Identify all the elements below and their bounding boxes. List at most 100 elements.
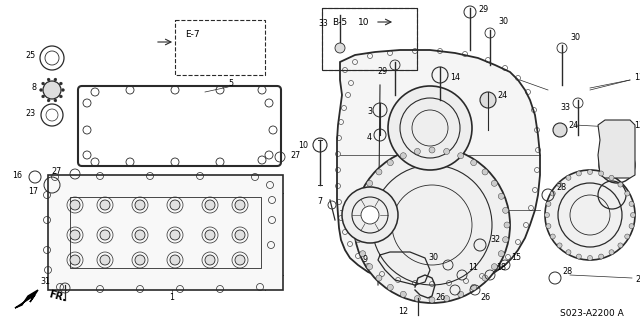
Text: 15: 15 — [511, 254, 521, 263]
Circle shape — [492, 264, 497, 270]
Bar — [48, 175, 283, 290]
Circle shape — [205, 255, 215, 265]
Text: 4: 4 — [367, 133, 372, 143]
Circle shape — [577, 254, 581, 259]
Circle shape — [61, 88, 65, 92]
Text: 30: 30 — [570, 33, 580, 42]
Circle shape — [588, 256, 593, 261]
Circle shape — [400, 153, 406, 159]
Circle shape — [629, 224, 634, 229]
Text: B-5: B-5 — [332, 18, 347, 27]
Bar — [70, 197, 261, 268]
Circle shape — [205, 230, 215, 240]
Text: 5: 5 — [228, 78, 233, 87]
Text: 28: 28 — [562, 268, 572, 277]
Text: 27: 27 — [52, 167, 62, 176]
Text: 17: 17 — [28, 188, 38, 197]
Text: 31: 31 — [40, 278, 50, 286]
Circle shape — [376, 169, 382, 175]
Circle shape — [482, 275, 488, 281]
Bar — [175, 20, 265, 75]
Polygon shape — [337, 50, 540, 285]
Text: 33: 33 — [560, 103, 570, 113]
Circle shape — [480, 92, 496, 108]
Text: E-7: E-7 — [185, 30, 200, 39]
Circle shape — [429, 297, 435, 303]
Text: 1: 1 — [170, 293, 175, 302]
Circle shape — [367, 180, 372, 186]
Circle shape — [588, 169, 593, 174]
Text: 30: 30 — [428, 254, 438, 263]
Circle shape — [400, 291, 406, 297]
Circle shape — [355, 237, 362, 243]
Circle shape — [546, 201, 551, 206]
Circle shape — [70, 255, 80, 265]
Circle shape — [100, 255, 110, 265]
Text: 27: 27 — [290, 151, 300, 160]
Circle shape — [618, 182, 623, 187]
Circle shape — [387, 284, 394, 290]
Circle shape — [444, 296, 450, 301]
Text: 26: 26 — [480, 293, 490, 302]
Circle shape — [550, 191, 556, 196]
Text: 23: 23 — [26, 108, 36, 117]
Circle shape — [135, 200, 145, 210]
Circle shape — [170, 255, 180, 265]
Polygon shape — [598, 120, 635, 178]
Circle shape — [360, 251, 365, 257]
Circle shape — [355, 207, 362, 213]
Circle shape — [499, 193, 504, 199]
Text: 13: 13 — [634, 73, 640, 83]
Circle shape — [205, 200, 215, 210]
Circle shape — [470, 160, 477, 166]
Text: 10: 10 — [358, 18, 369, 27]
Circle shape — [42, 95, 45, 98]
Circle shape — [609, 250, 614, 255]
Text: FR.: FR. — [48, 289, 68, 303]
Text: 2: 2 — [635, 276, 640, 285]
Circle shape — [625, 234, 630, 239]
Circle shape — [458, 153, 464, 159]
Circle shape — [335, 43, 345, 53]
Circle shape — [630, 212, 636, 218]
Circle shape — [458, 291, 464, 297]
Circle shape — [598, 171, 604, 176]
Circle shape — [40, 88, 42, 92]
Circle shape — [42, 82, 45, 85]
Text: 10: 10 — [298, 140, 308, 150]
Circle shape — [504, 222, 510, 228]
Circle shape — [354, 222, 360, 228]
Text: 13: 13 — [634, 121, 640, 130]
Circle shape — [360, 193, 365, 199]
Circle shape — [54, 99, 57, 102]
Text: 33: 33 — [318, 19, 328, 28]
Circle shape — [60, 95, 62, 98]
Text: 11: 11 — [468, 263, 478, 272]
Text: 28: 28 — [556, 183, 566, 192]
Circle shape — [566, 175, 571, 180]
Circle shape — [100, 200, 110, 210]
Circle shape — [577, 171, 581, 176]
Bar — [322, 8, 417, 70]
Circle shape — [499, 251, 504, 257]
Circle shape — [43, 81, 61, 99]
Circle shape — [618, 243, 623, 248]
Text: 8: 8 — [31, 84, 36, 93]
Text: 18: 18 — [496, 263, 506, 272]
Text: 16: 16 — [12, 170, 22, 180]
Text: 12: 12 — [398, 308, 408, 316]
Circle shape — [629, 201, 634, 206]
Text: 29: 29 — [478, 5, 488, 14]
Circle shape — [553, 123, 567, 137]
Circle shape — [444, 148, 450, 154]
Circle shape — [492, 180, 497, 186]
Circle shape — [376, 275, 382, 281]
Circle shape — [170, 200, 180, 210]
Circle shape — [625, 191, 630, 196]
Text: 24: 24 — [497, 91, 507, 100]
Circle shape — [135, 230, 145, 240]
Circle shape — [388, 86, 472, 170]
Circle shape — [235, 200, 245, 210]
Text: 25: 25 — [26, 50, 36, 60]
Circle shape — [60, 82, 62, 85]
